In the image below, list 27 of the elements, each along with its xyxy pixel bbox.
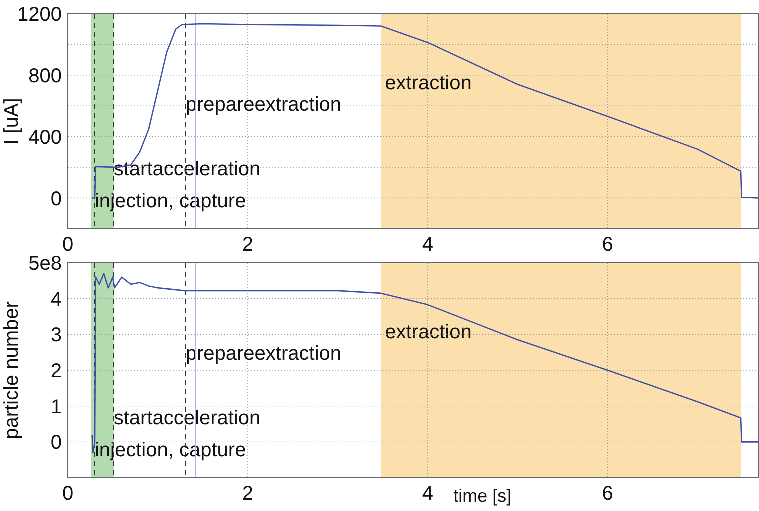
x-tick-label: 2	[242, 234, 254, 256]
y-axis-title: particle number	[1, 301, 23, 440]
ref-line-label: injection, capture	[94, 440, 246, 462]
x-tick-label: 6	[602, 483, 614, 505]
y-tick-label: 400	[28, 126, 62, 149]
band-label: extraction	[385, 72, 472, 94]
y-tick-label: 0	[50, 432, 62, 454]
text: 5e8	[28, 253, 62, 275]
y-tick-label: 2	[50, 360, 62, 382]
ref-line-label: prepareextraction	[186, 342, 342, 365]
x-tick-label: 4	[422, 483, 434, 505]
x-tick-label: 2	[242, 483, 254, 505]
ref-line-label: startacceleration	[114, 407, 261, 430]
x-tick-label: 4	[422, 234, 434, 256]
y-tick-label: 4	[50, 288, 62, 311]
y-tick-label: 3	[50, 324, 62, 347]
ref-line-label: startacceleration	[114, 158, 261, 180]
y-axis-title: I [uA]	[1, 98, 23, 145]
x-axis-title: time [s]	[454, 486, 512, 506]
y-tick-label: 1200	[18, 4, 62, 26]
ref-line-label: injection, capture	[94, 190, 246, 212]
ref-line-label: prepareextraction	[186, 94, 342, 116]
band-label: extraction	[385, 321, 472, 344]
y-tick-label: 1	[50, 396, 62, 418]
x-tick-label: 6	[602, 234, 614, 256]
y-tick-label: 0	[50, 188, 62, 210]
y-tick-label: 800	[28, 65, 62, 88]
